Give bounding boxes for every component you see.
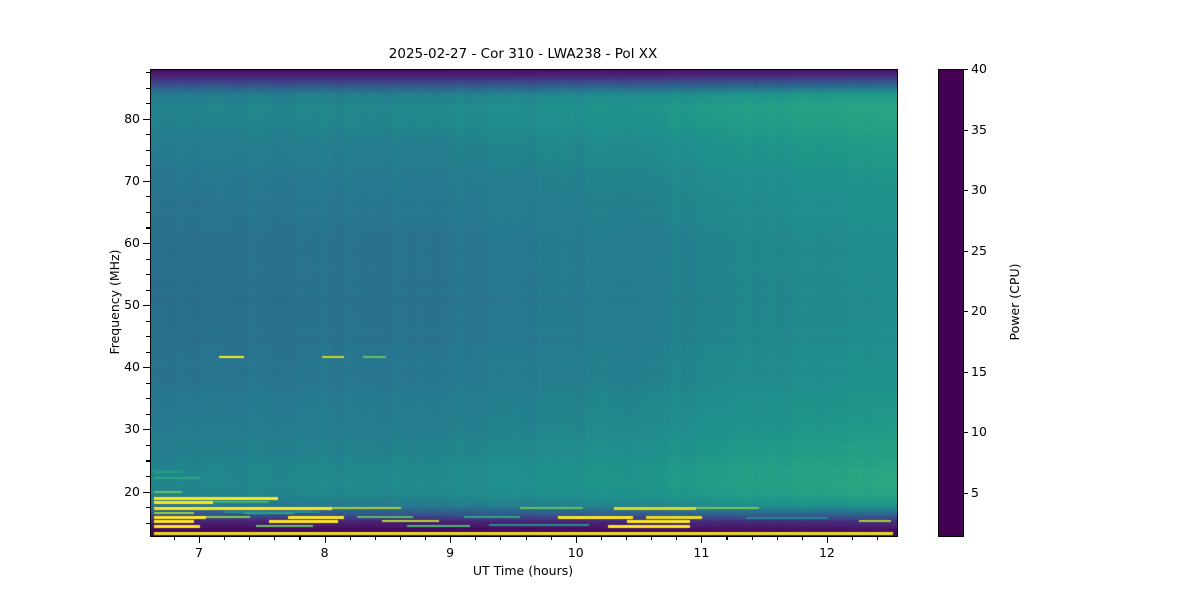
colorbar-tick-label: 30 [971,182,987,198]
colorbar-tick-label: 25 [971,242,987,258]
x-axis-tick-label: 11 [693,545,710,560]
x-axis-minor-tick [776,536,778,540]
y-axis-minor-tick [146,72,150,74]
spectrogram-image [151,70,897,536]
y-axis-minor-tick [146,475,150,478]
x-axis-tick-label: 12 [818,545,835,560]
x-axis-tick [701,536,703,543]
y-axis-minor-tick [146,227,150,229]
y-axis-minor-tick [146,320,150,322]
x-axis-minor-tick [349,536,351,540]
x-axis-minor-tick [425,536,427,540]
x-axis-minor-tick [751,536,753,540]
y-axis-minor-tick [146,165,150,167]
y-axis-tick-label: 60 [124,234,140,250]
colorbar-tick-label: 40 [971,61,987,76]
x-axis-minor-tick [625,536,628,540]
x-axis-minor-tick [801,536,803,540]
x-axis-minor-tick [726,536,728,540]
y-axis-minor-tick [146,87,150,89]
colorbar-label: Power (CPU) [1007,263,1022,341]
x-axis-tick [198,536,201,543]
x-axis-minor-tick [274,536,276,540]
y-axis-tick [143,367,150,369]
x-axis-tick-label: 8 [320,545,329,560]
y-axis-tick-label: 40 [124,359,140,375]
y-axis-minor-tick [146,103,150,105]
y-axis-tick [143,118,150,120]
colorbar-gradient [939,70,963,536]
y-axis-tick [143,242,150,245]
x-axis-minor-tick [877,536,879,540]
colorbar-tick [963,371,968,373]
x-axis-minor-tick [224,536,226,540]
x-axis-minor-tick [676,536,678,540]
x-axis-minor-tick [399,536,401,540]
x-axis-tick [450,536,452,543]
x-axis-tick-label: 10 [567,545,584,560]
y-axis-minor-tick [146,351,150,353]
y-axis-minor-tick [146,398,150,400]
colorbar-tick [963,250,968,252]
x-axis-minor-tick [299,536,301,540]
y-axis-minor-tick [146,522,150,524]
x-axis-minor-tick [475,536,477,540]
y-axis-minor-tick [146,196,150,198]
x-axis-minor-tick [651,536,653,540]
y-axis-tick-label: 70 [124,172,140,188]
colorbar-tick-label: 20 [971,303,987,319]
y-axis-tick [143,305,150,307]
colorbar-tick [963,432,968,434]
y-axis-tick-label: 30 [124,421,140,437]
y-axis-tick [143,180,150,182]
x-axis-minor-tick [173,536,175,540]
spectrogram-plot-area [150,69,898,537]
chart-title: 2025-02-27 - Cor 310 - LWA238 - Pol XX [388,46,658,62]
colorbar-tick-label: 5 [971,484,979,500]
x-axis-minor-tick [550,536,552,540]
y-axis-minor-tick [146,336,150,338]
x-axis-tick [575,536,577,543]
colorbar-tick [963,492,968,494]
colorbar-tick [963,190,968,192]
colorbar-tick [963,69,968,71]
y-axis-minor-tick [146,507,150,509]
colorbar-tick [963,311,968,313]
y-axis-minor-tick [146,134,150,136]
x-axis-tick-label: 7 [194,545,203,560]
y-axis-tick [143,491,150,493]
y-axis-minor-tick [146,444,150,446]
y-axis-tick [143,429,150,431]
x-axis-minor-tick [525,536,527,540]
y-axis-minor-tick [146,258,150,260]
y-axis-minor-tick [146,382,150,384]
colorbar-tick [963,129,968,131]
y-axis-tick-label: 20 [124,483,140,499]
y-axis-tick-label: 50 [124,297,140,313]
x-axis-tick [324,536,326,543]
x-axis-minor-tick [249,536,251,540]
y-axis-minor-tick [146,413,150,415]
x-axis-minor-tick [600,536,602,540]
y-axis-minor-tick [146,460,150,462]
x-axis-tick-label: 9 [446,545,455,560]
colorbar-tick-label: 10 [971,424,987,440]
y-axis-minor-tick [146,289,150,291]
colorbar-tick-label: 35 [971,121,987,137]
x-axis-minor-tick [852,536,854,540]
y-axis-minor-tick [146,274,150,276]
y-axis-minor-tick [146,211,150,213]
x-axis-minor-tick [374,536,376,540]
x-axis-tick [826,536,829,543]
y-axis-label: Frequency (MHz) [107,249,122,355]
x-axis-label: UT Time (hours) [472,563,574,578]
y-axis-tick-label: 80 [124,110,140,126]
colorbar-tick-label: 15 [971,363,987,379]
colorbar [938,69,964,537]
x-axis-minor-tick [500,536,502,540]
y-axis-minor-tick [146,149,150,151]
